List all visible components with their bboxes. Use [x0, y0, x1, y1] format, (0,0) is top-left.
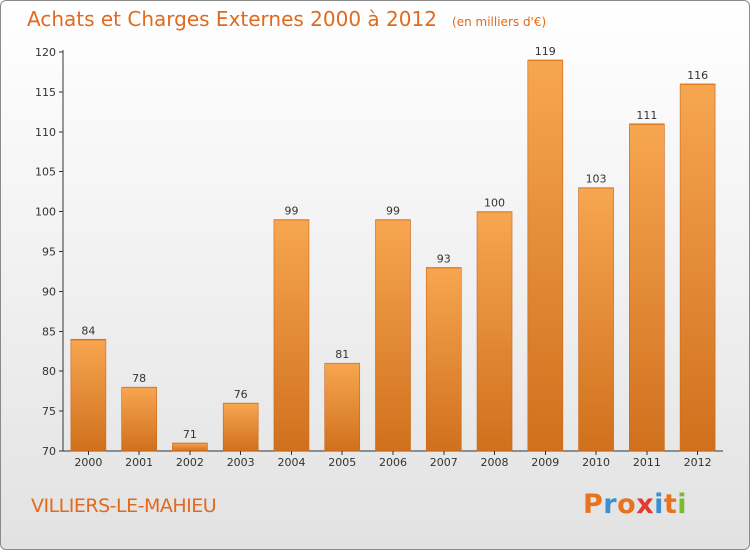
bar-2001	[121, 386, 157, 452]
bar-value-label: 76	[234, 388, 248, 401]
y-tick-label: 110	[35, 126, 56, 139]
x-tick-label: 2011	[633, 456, 661, 469]
bar-value-label: 81	[335, 348, 349, 361]
logo-letter: i	[654, 489, 664, 520]
logo-letter: i	[677, 489, 688, 520]
y-tick-label: 80	[42, 365, 56, 378]
y-tick-label: 75	[42, 405, 56, 418]
logo-letter: o	[617, 489, 637, 520]
x-tick-label: 2009	[531, 456, 559, 469]
y-tick-label: 120	[35, 46, 56, 59]
bar-value-label: 103	[586, 173, 607, 186]
bar-2006	[375, 219, 411, 452]
city-name: VILLIERS-LE-MAHIEU	[31, 495, 217, 517]
x-tick-label: 2006	[379, 456, 407, 469]
logo-letter: x	[636, 489, 655, 520]
x-tick-label: 2004	[277, 456, 305, 469]
bar-value-label: 93	[437, 252, 451, 265]
x-tick-label: 2003	[227, 456, 255, 469]
y-tick-label: 95	[42, 246, 56, 259]
logo-letter: t	[663, 489, 678, 520]
bar-value-label: 111	[636, 109, 657, 122]
bar-2008	[476, 211, 513, 452]
bar-value-label: 119	[535, 45, 556, 58]
bar-2007	[425, 267, 462, 452]
bar-2005	[324, 362, 361, 452]
title-block: Achats et Charges Externes 2000 à 2012 (…	[27, 7, 546, 31]
bar-value-label: 99	[386, 205, 400, 218]
logo-letter: r	[603, 489, 618, 520]
bar-2000	[70, 338, 107, 452]
y-tick-label: 70	[42, 445, 56, 458]
bar-value-label: 99	[284, 205, 298, 218]
bar-value-label: 84	[81, 324, 95, 337]
bar-2002	[172, 442, 208, 452]
bar-value-label: 116	[687, 69, 708, 82]
bar-2009	[527, 59, 564, 452]
x-tick-label: 2005	[328, 456, 356, 469]
bar-value-label: 100	[484, 197, 505, 210]
bar-2003	[222, 402, 259, 452]
y-tick-label: 105	[35, 166, 56, 179]
x-tick-label: 2012	[684, 456, 712, 469]
x-tick-label: 2000	[74, 456, 102, 469]
y-tick-label: 100	[35, 206, 56, 219]
bar-value-label: 71	[183, 428, 197, 441]
x-tick-label: 2010	[582, 456, 610, 469]
y-tick-label: 85	[42, 325, 56, 338]
y-tick-label: 115	[35, 86, 56, 99]
logo-letter: P	[583, 489, 604, 520]
bar-2010	[578, 187, 614, 452]
proxiti-logo: Proxiti	[583, 489, 687, 520]
x-tick-label: 2007	[430, 456, 458, 469]
bar-value-label: 78	[132, 372, 146, 385]
x-tick-label: 2001	[125, 456, 153, 469]
bar-2012	[679, 83, 716, 452]
bar-2011	[629, 123, 665, 452]
chart-unit: (en milliers d'€)	[452, 15, 547, 29]
x-tick-label: 2008	[481, 456, 509, 469]
bar-2004	[273, 219, 310, 452]
x-tick-label: 2002	[176, 456, 204, 469]
chart-title: Achats et Charges Externes 2000 à 2012	[27, 7, 437, 31]
y-tick-label: 90	[42, 285, 56, 298]
